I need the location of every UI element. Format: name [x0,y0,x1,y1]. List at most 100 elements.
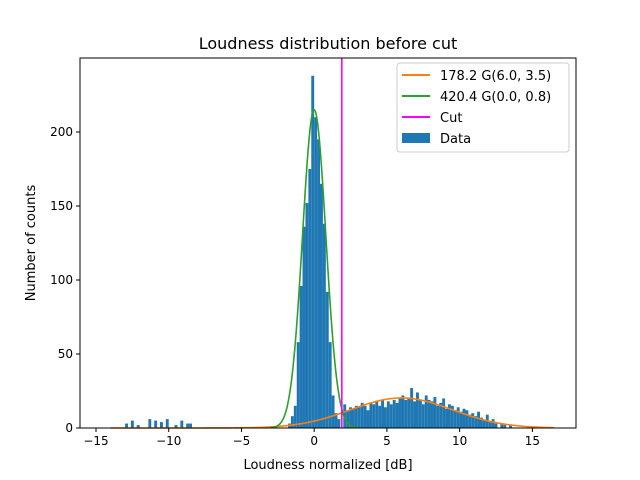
histogram-bar-60 [433,396,437,428]
histogram-bar-56 [421,404,425,428]
histogram-bar-24 [325,291,329,428]
chart-title: Loudness distribution before cut [199,34,458,53]
histogram-bar-74 [474,416,478,428]
histogram-bar-46 [392,399,396,428]
x-tick-label: 5 [383,434,391,448]
legend-patch-swatch [402,133,430,143]
histogram-bar-22 [320,183,323,428]
x-tick-label: −10 [156,434,181,448]
histogram-bar-4 [154,420,158,428]
histogram-bar-79 [488,422,492,428]
histogram-bar-49 [401,395,405,428]
axes-frame [79,57,577,429]
histogram-bar-71 [465,410,469,428]
histogram-bars [125,75,512,428]
histogram-bar-68 [456,407,460,428]
histogram-bar-5 [160,422,163,428]
histogram-bar-36 [363,405,367,428]
histogram-bar-35 [360,402,364,428]
x-tick-label: −5 [233,434,251,448]
histogram-bar-43 [384,407,387,428]
histogram-bar-55 [418,399,422,428]
histogram-bar-58 [427,399,431,428]
histogram-bar-63 [442,398,446,428]
histogram-bar-50 [404,399,408,428]
histogram-bar-47 [395,402,399,428]
histogram-bar-72 [468,414,472,428]
y-tick-label: 50 [58,347,73,361]
plot-area [110,58,555,429]
histogram-bar-3 [148,419,152,428]
legend-label: 178.2 G(6.0, 3.5) [440,69,551,84]
histogram-bar-64 [445,408,448,428]
histogram-bar-17 [305,203,309,428]
x-tick-label: 15 [525,434,540,448]
histogram-bar-52 [410,388,414,428]
histogram-bar-18 [308,169,312,428]
histogram-bar-61 [436,405,440,428]
histogram-bar-59 [430,401,434,428]
histogram-bar-26 [331,395,335,428]
histogram-bar-39 [372,404,376,428]
legend-box [396,62,570,153]
histogram-bar-25 [328,342,332,428]
histogram-bar-1 [130,420,134,428]
y-axis-ticks: 0 50 100 150 200 [50,125,80,435]
histogram-bar-62 [439,402,443,428]
y-tick-label: 150 [50,199,73,213]
x-tick-label: 10 [452,434,467,448]
y-tick-label: 100 [50,273,73,287]
x-axis-label: Loudness normalized [dB] [243,458,412,473]
histogram-bar-38 [369,402,373,428]
histogram-bar-15 [299,285,303,428]
histogram-bar-82 [500,423,504,428]
histogram-bar-70 [462,408,466,428]
histogram-bar-16 [302,226,306,428]
histogram-bar-31 [349,407,352,428]
histogram-bar-42 [381,399,384,428]
histogram-bar-0 [125,423,128,428]
histogram-bar-40 [375,401,379,428]
histogram-bar-66 [450,405,454,428]
histogram-bar-7 [174,425,178,428]
histogram-bar-53 [413,401,416,428]
histogram-bar-54 [416,392,419,428]
histogram-bar-19 [311,75,315,428]
histogram-bar-44 [386,401,390,428]
histogram-bar-9 [186,423,190,428]
histogram-bar-81 [494,423,498,428]
legend: 178.2 G(6.0, 3.5) 420.4 G(0.0, 0.8) Cut Dat… [396,62,570,153]
fit-curve-narrow [270,108,358,429]
histogram-bar-6 [165,419,169,428]
histogram-bar-84 [509,425,512,428]
histogram-bar-32 [352,408,355,428]
histogram-bar-27 [334,413,338,428]
legend-label: 420.4 G(0.0, 0.8) [440,90,551,105]
histogram-bar-75 [477,411,480,428]
histogram-bar-28 [337,419,341,428]
histogram-bar-57 [424,395,428,428]
y-axis-label: Number of counts [24,185,39,302]
histogram-bar-8 [180,420,184,428]
histogram-bar-83 [503,425,507,428]
histogram-bar-10 [189,423,192,428]
histogram-bar-21 [317,139,320,428]
histogram-bar-69 [459,411,463,428]
histogram-bar-12 [290,416,294,428]
x-tick-label: −15 [83,434,108,448]
histogram-bar-2 [136,425,140,428]
y-tick-label: 0 [65,421,73,435]
histogram-bar-51 [407,398,411,428]
histogram-bar-45 [389,404,393,428]
histogram-bar-14 [296,342,300,428]
histogram-bar-80 [491,419,495,428]
histogram-bar-73 [471,413,475,428]
histogram-bar-13 [293,405,297,428]
y-tick-label: 200 [50,125,73,139]
histogram-bar-30 [346,410,350,428]
histogram-bar-65 [448,404,451,428]
histogram-bar-37 [366,410,370,428]
histogram-bar-67 [453,410,457,428]
histogram-bar-20 [314,117,318,428]
